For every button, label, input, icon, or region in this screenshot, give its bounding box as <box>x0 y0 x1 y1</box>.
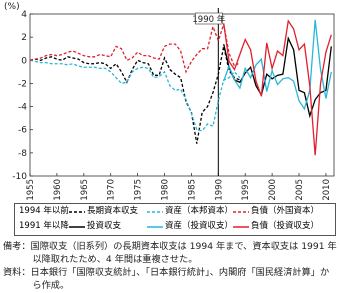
x-tick-label: 1990 <box>214 179 224 200</box>
legend-label: 負債（投資収支） <box>251 221 320 231</box>
note: 資料：日本銀行「国際収支統計」、「日本銀行統計」、内閣府「国民経済計算」から作成… <box>3 267 330 291</box>
series-line <box>29 59 241 132</box>
series-line <box>223 19 332 111</box>
legend: 1994 年以前 長期資本収支 資産（本邦資本） 負債（外国資本） 1991 年以降 投資… <box>14 203 336 236</box>
legend-row: 1991 年以降 投資収支 資産（投資収支） 負債（投資収支） <box>15 219 335 234</box>
legend-label: 投資収支 <box>87 221 122 231</box>
legend-swatch <box>69 211 85 213</box>
x-tick-label: 2005 <box>295 179 305 200</box>
series-line <box>29 46 241 144</box>
y-tick-label: 2 <box>21 33 27 43</box>
series-line <box>223 19 332 156</box>
legend-label: 資産（本邦資本） <box>165 206 234 216</box>
x-tick-label: 1980 <box>161 179 171 200</box>
x-tick-label: 1955 <box>26 179 36 200</box>
legend-group: 1994 年以前 <box>19 206 69 216</box>
legend-label: 長期資本収支 <box>87 206 139 216</box>
chart: (%) -10 -8 -6 -4 -2 0 2 4 1955 1960 1965 1970 1975 19… <box>4 2 335 200</box>
legend-group: 1991 年以降 <box>19 221 69 231</box>
y-tick-label: -10 <box>12 172 27 182</box>
series-line <box>29 24 241 74</box>
x-tick-label: 2000 <box>268 179 278 200</box>
legend-swatch <box>233 226 249 228</box>
y-tick-label: 0 <box>21 56 27 66</box>
y-tick-label: -6 <box>18 126 27 136</box>
y-axis-label: (%) <box>4 2 20 12</box>
notes: 備考：国際収支（旧系列）の長期資本収支は 1994 年まで、資本収支は 1991… <box>3 240 338 292</box>
legend-swatch <box>233 211 249 213</box>
y-tick-label: -8 <box>18 149 27 159</box>
x-tick-label: 1965 <box>80 179 90 200</box>
annotation-box <box>195 12 223 25</box>
legend-label: 資産（投資収支） <box>165 221 234 231</box>
annotation-label: 1990 年 <box>192 14 225 25</box>
y-tick-label: -2 <box>18 79 27 89</box>
legend-label: 負債（外国資本） <box>251 206 320 216</box>
x-tick-label: 1975 <box>134 179 144 200</box>
plot-frame <box>29 13 335 177</box>
x-tick-label: 1970 <box>107 179 117 200</box>
x-tick-label: 1985 <box>187 179 197 200</box>
x-tick-label: 2010 <box>322 179 332 200</box>
legend-swatch <box>147 211 163 213</box>
y-tick-label: 4 <box>21 10 27 20</box>
x-tick-label: 1995 <box>241 179 251 200</box>
legend-row: 1994 年以前 長期資本収支 資産（本邦資本） 負債（外国資本） <box>15 204 335 219</box>
legend-swatch <box>69 226 85 228</box>
note: 備考：国際収支（旧系列）の長期資本収支は 1994 年まで、資本収支は 1991… <box>3 241 337 265</box>
x-tick-label: 1960 <box>53 179 63 200</box>
legend-swatch <box>147 226 163 228</box>
y-tick-label: -4 <box>18 103 27 113</box>
